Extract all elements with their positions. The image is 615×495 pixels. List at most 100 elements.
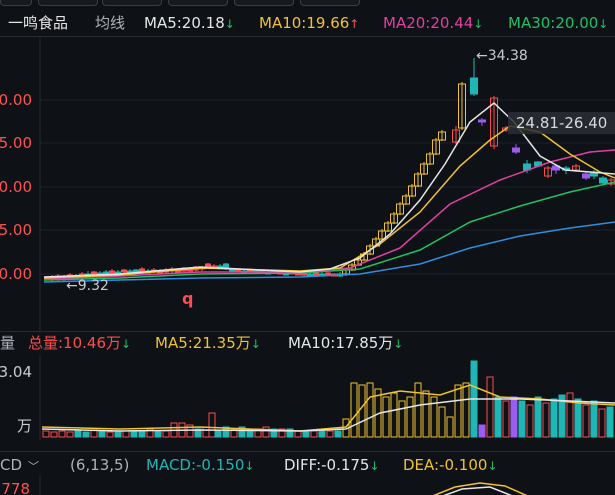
volume-bar (310, 430, 318, 438)
macd-chart[interactable]: 778 (0, 475, 615, 495)
volume-bar (486, 376, 494, 438)
top-tab[interactable] (300, 0, 360, 6)
macd-value-legend: MACD:-0.150↓ (146, 456, 255, 474)
volume-bar (406, 396, 414, 438)
candle-body (470, 77, 478, 95)
volume-bar (98, 430, 106, 438)
volume-bar (438, 406, 446, 438)
price-tick-label: 0.00 (0, 178, 32, 196)
candle-body (384, 222, 392, 232)
volume-bar (162, 430, 170, 438)
macd-params: (6,13,5) (70, 456, 130, 474)
chevron-down-icon: ﹀ (28, 460, 40, 473)
candle-body (402, 195, 410, 205)
volume-bar (510, 396, 518, 438)
volume-bar (122, 430, 130, 438)
indicator-selector[interactable]: CD ﹀ (0, 456, 40, 474)
volume-bar (74, 430, 82, 438)
volume-bar (550, 398, 558, 438)
candle-body (490, 97, 498, 147)
volume-bar (422, 390, 430, 438)
candle-body (91, 271, 97, 275)
candle-body (544, 167, 552, 177)
price-tick-label: 5.00 (0, 134, 32, 152)
candle-body (478, 119, 486, 123)
ma20-legend: MA20:20.44↓ (383, 14, 484, 32)
volume-bar (238, 426, 246, 438)
volume-bar (590, 400, 598, 438)
dea-line (432, 482, 528, 495)
volume-bar (502, 400, 510, 438)
volume-ma10-legend: MA10:17.85万↓ (288, 334, 404, 352)
volume-panel-label: 量 (0, 334, 16, 352)
ma5-legend: MA5:20.18↓ (144, 14, 235, 32)
price-legend-bar: 一鸣食品 均线 MA5:20.18↓ MA10:19.66↑ MA20:20.4… (0, 13, 615, 33)
volume-bar (138, 430, 146, 438)
volume-bar (446, 416, 454, 438)
candle-body (414, 173, 422, 187)
volume-bar (326, 430, 334, 438)
candle-body (109, 270, 115, 274)
low-price-label: ←9.32 (66, 278, 109, 294)
top-tab[interactable] (0, 0, 32, 6)
volume-ma10-line (41, 398, 615, 432)
down-arrow-icon: ↓ (250, 337, 261, 351)
top-tab[interactable] (168, 0, 228, 6)
candle-body (572, 165, 580, 171)
candle-body (408, 185, 416, 197)
volume-bar (534, 396, 542, 438)
candle-body (582, 173, 590, 179)
volume-bar (186, 424, 194, 438)
candle-body (599, 177, 607, 184)
volume-bar (526, 404, 534, 438)
ma5-line (43, 102, 615, 278)
down-arrow-icon: ↓ (487, 459, 498, 473)
ma-mode-label[interactable]: 均线 (95, 14, 126, 32)
candle-body (313, 272, 319, 276)
top-tab[interactable] (234, 0, 294, 6)
stock-name[interactable]: 一鸣食品 (8, 14, 69, 32)
volume-bar (58, 430, 66, 438)
volume-bar (598, 408, 606, 438)
volume-bar (350, 382, 358, 438)
candle-body (452, 129, 460, 143)
volume-bar (566, 392, 574, 438)
volume-bar (574, 398, 582, 438)
volume-bar (398, 400, 406, 438)
volume-bar (114, 430, 122, 438)
volume-bar (518, 400, 526, 438)
volume-chart[interactable]: 3.04 万 (0, 355, 615, 441)
volume-bar (294, 430, 302, 438)
ma10-legend: MA10:19.66↑ (259, 14, 360, 32)
total-volume-legend: 总量:10.46万↓ (28, 334, 132, 352)
volume-legend-bar: 量 总量:10.46万↓ MA5:21.35万↓ MA10:17.85万↓ (0, 333, 615, 353)
top-tab[interactable] (102, 0, 162, 6)
up-arrow-icon: ↑ (349, 17, 360, 31)
price-tick-label: 5.00 (0, 221, 32, 239)
top-tab[interactable] (38, 0, 98, 6)
candle-body (378, 230, 386, 240)
volume-bar (262, 426, 270, 438)
volume-bar (194, 428, 202, 438)
candle-body (103, 271, 109, 275)
volume-bar (366, 382, 374, 438)
volume-bar (582, 404, 590, 438)
volume-bar (154, 430, 162, 438)
volume-bar (382, 396, 390, 438)
price-chart[interactable]: 0.00 5.00 0.00 5.00 0.00 ←34.38 24.81-26.40 ←9.… (0, 36, 615, 331)
candle-body (426, 153, 434, 165)
down-arrow-icon: ↓ (369, 459, 380, 473)
range-label: 24.81-26.40 (516, 114, 607, 132)
volume-bar (430, 396, 438, 438)
price-tick-label: 0.00 (0, 91, 32, 109)
volume-bar (542, 402, 550, 438)
volume-bar (278, 428, 286, 438)
volume-bar (558, 394, 566, 438)
volume-bar (414, 382, 422, 438)
candle-body (458, 83, 466, 129)
down-arrow-icon: ↓ (473, 17, 484, 31)
candle-body (420, 163, 428, 175)
volume-bar (106, 431, 114, 438)
candle-body (396, 203, 404, 215)
diff-line (443, 486, 513, 495)
